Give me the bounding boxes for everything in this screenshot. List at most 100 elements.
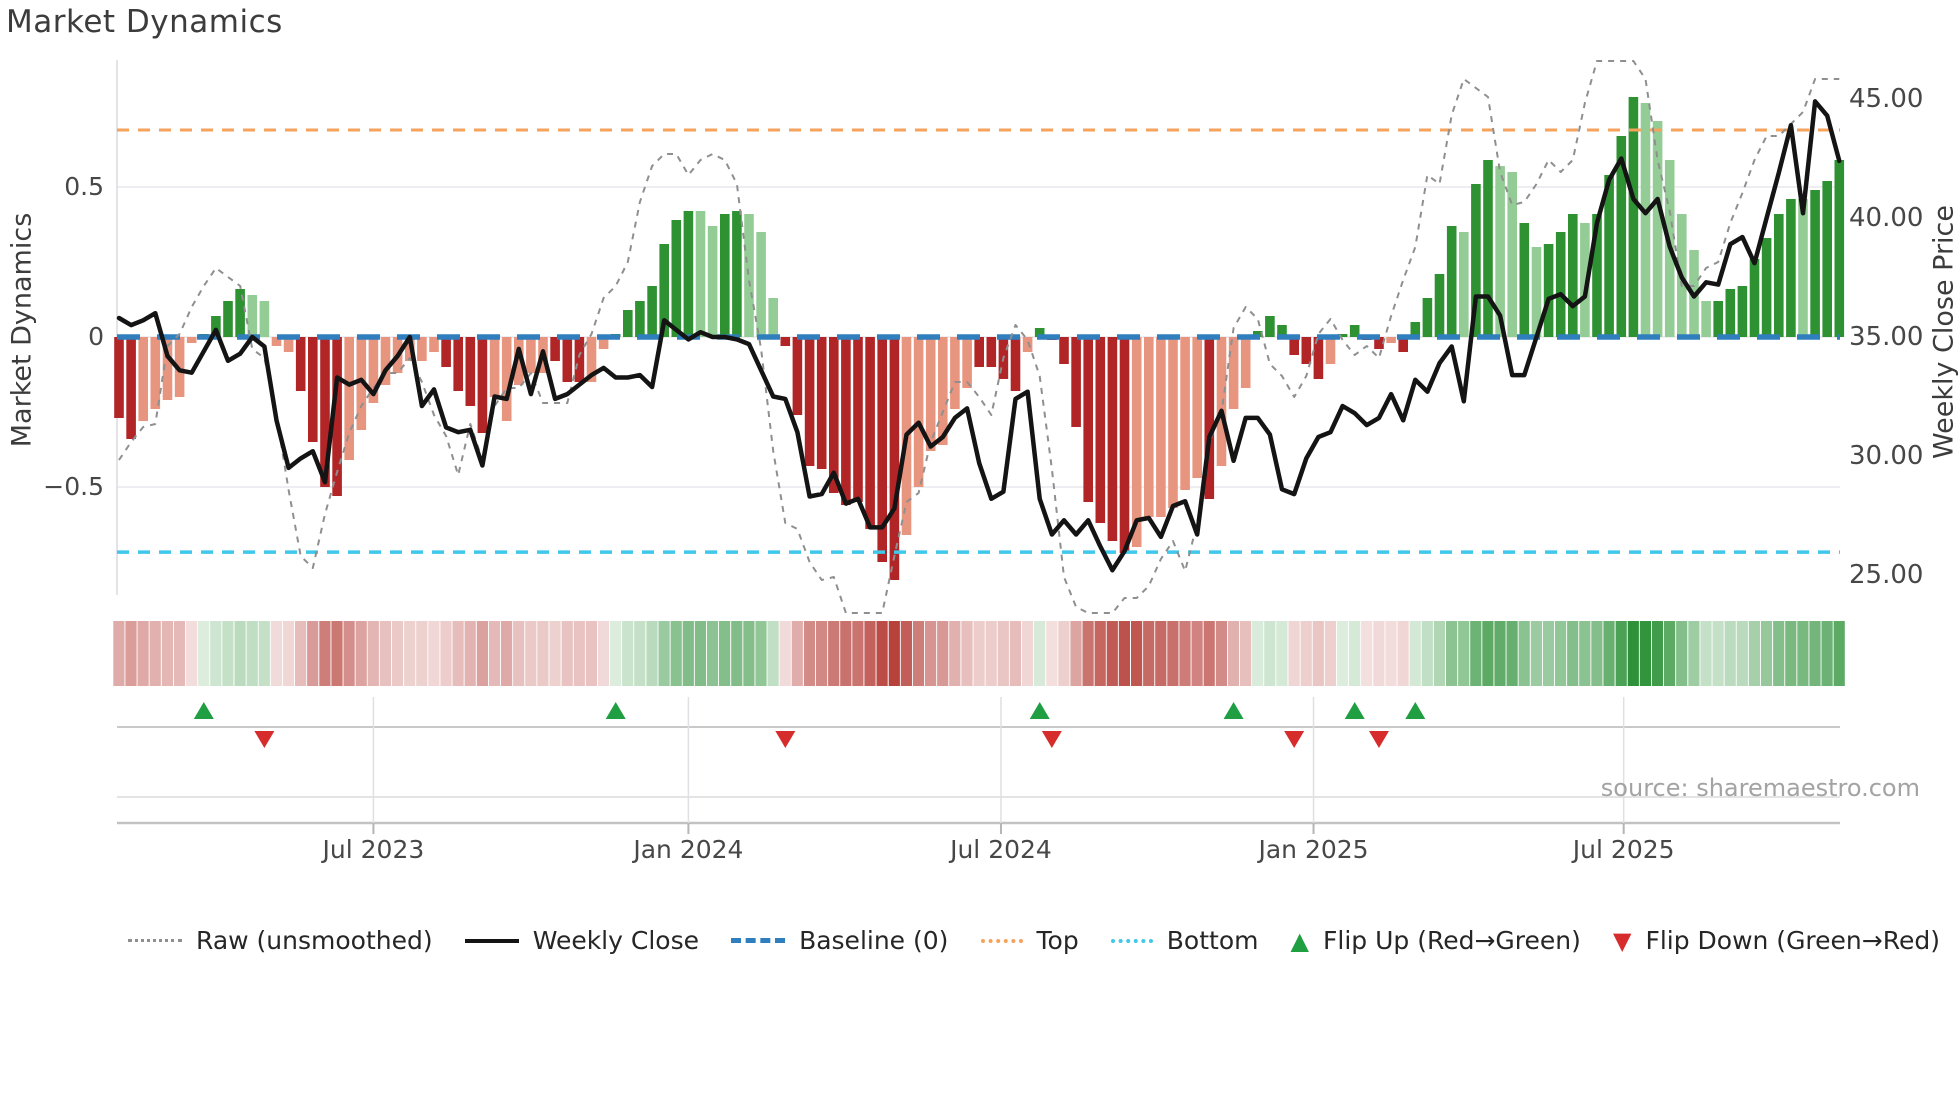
heatmap-cell (670, 621, 682, 686)
oscillator-bar (114, 337, 124, 418)
oscillator-bar (1822, 181, 1832, 337)
heatmap-cell (1494, 621, 1506, 686)
legend-item: Raw (unsmoothed) (128, 926, 433, 955)
heatmap-cell (912, 621, 925, 686)
heatmap-cell (173, 621, 186, 686)
oscillator-bar (1701, 301, 1711, 337)
heatmap-cell (1312, 621, 1324, 686)
oscillator-bar (1786, 199, 1796, 337)
oscillator-bar (780, 337, 791, 346)
heatmap-cell (1240, 621, 1252, 686)
heatmap-cell (1603, 621, 1615, 686)
heatmap-cell (307, 621, 319, 686)
heatmap-cell (1797, 621, 1809, 686)
oscillator-bar (344, 337, 354, 460)
heatmap-cell (488, 621, 501, 686)
legend-item: Top (980, 926, 1079, 955)
heatmap-cell (1288, 621, 1300, 686)
oscillator-bar (720, 214, 730, 337)
oscillator-bar (1313, 337, 1324, 379)
oscillator-bar (1616, 136, 1627, 337)
left-tick-label: −0.5 (43, 472, 104, 501)
heatmap-cell (1530, 621, 1542, 686)
right-tick-label: 25.00 (1849, 560, 1924, 590)
oscillator-bar (1071, 337, 1081, 427)
legend-item: Bottom (1110, 926, 1259, 955)
heatmap-cell (1506, 621, 1518, 686)
oscillator-bar (1713, 301, 1723, 337)
heatmap-cell (597, 621, 610, 686)
heatmap-cell (513, 621, 525, 686)
oscillator-bar (1568, 214, 1578, 337)
oscillator-bar (1543, 244, 1554, 337)
oscillator-bar (913, 337, 924, 487)
heatmap-cell (1106, 621, 1118, 686)
heatmap-cell (1409, 621, 1421, 686)
heatmap-cell (137, 621, 149, 686)
legend-line-sample-icon (731, 938, 786, 943)
heatmap-cell (1833, 621, 1845, 686)
oscillator-bar (465, 337, 476, 406)
legend-label: Weekly Close (532, 926, 699, 955)
flip-up-marker (193, 702, 214, 719)
oscillator-bar (732, 211, 742, 337)
heatmap-cell (1470, 621, 1482, 686)
heatmap-cell (634, 621, 646, 686)
oscillator-bar (332, 337, 342, 496)
oscillator-bar (804, 337, 815, 466)
right-tick-label: 30.00 (1849, 441, 1924, 471)
oscillator-bar (1144, 337, 1154, 517)
right-tick-label: 40.00 (1849, 203, 1924, 233)
oscillator-bar (1592, 214, 1602, 337)
oscillator-bar (707, 226, 718, 337)
heatmap-cell (1021, 621, 1034, 686)
flip-down-marker (254, 731, 275, 748)
oscillator-bar (477, 337, 488, 433)
oscillator-bar (429, 337, 439, 352)
heatmap-cell (1458, 621, 1470, 686)
oscillator-bar (574, 337, 585, 382)
oscillator-bar (308, 337, 318, 442)
oscillator-bar (1761, 238, 1772, 337)
heatmap-cell (694, 621, 706, 686)
heatmap-cell (767, 621, 779, 686)
legend-line-sample-icon (128, 939, 182, 942)
heatmap-cell (355, 621, 367, 686)
oscillator-bar (526, 337, 536, 373)
heatmap-cell (1203, 621, 1215, 686)
heatmap-cell (1785, 621, 1797, 686)
chart-legend: Raw (unsmoothed) Weekly Close Baseline (0)… (128, 926, 1940, 955)
heatmap-cell (949, 621, 961, 686)
heatmap-cell (282, 621, 295, 686)
oscillator-bar (950, 337, 960, 409)
x-tick-label: Jan 2025 (1258, 835, 1369, 864)
oscillator-bar (1265, 316, 1275, 337)
oscillator-bar (647, 286, 657, 337)
oscillator-bar (1059, 337, 1069, 364)
oscillator-bar (1022, 337, 1033, 352)
heatmap-cell (1143, 621, 1155, 686)
oscillator-bar (489, 337, 500, 397)
heatmap-cell (1300, 621, 1312, 686)
heatmap-cell (779, 621, 791, 686)
oscillator-bar (853, 337, 863, 502)
legend-item: ▲ Flip Up (Red→Green) (1291, 926, 1581, 955)
oscillator-bar (768, 298, 778, 337)
oscillator-bar (889, 337, 900, 580)
heatmap-cell (1591, 621, 1603, 686)
heatmap-cell (1664, 621, 1676, 686)
oscillator-bar (1374, 337, 1384, 349)
left-tick-label: 0 (88, 322, 104, 351)
heatmap-cell (525, 621, 537, 686)
heatmap-cell (610, 621, 622, 686)
oscillator-bar (417, 337, 427, 361)
heatmap-cell (501, 621, 513, 686)
legend-line-sample-icon (1110, 938, 1153, 943)
heatmap-cell (1324, 621, 1336, 686)
oscillator-bar (441, 337, 451, 367)
legend-label: Bottom (1166, 926, 1259, 955)
heatmap-cell (464, 621, 476, 686)
heatmap-cell (1058, 621, 1070, 686)
heatmap-cell (1773, 621, 1785, 686)
